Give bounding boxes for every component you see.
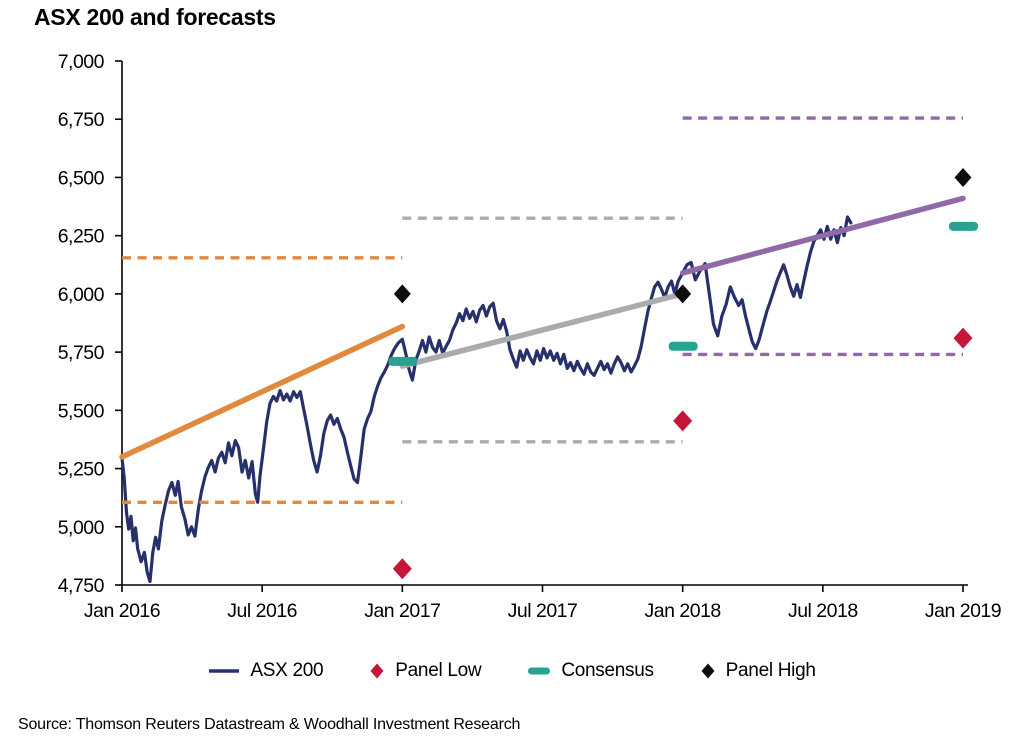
consensus-marker-2017	[668, 341, 698, 351]
consensus-marker-2016	[388, 356, 418, 366]
panel-high-marker-2017	[674, 284, 692, 304]
legend-item-panel-low: Panel Low	[369, 660, 482, 682]
y-tick-label: 6,000	[58, 284, 105, 306]
panel-low-marker-2017	[673, 410, 693, 432]
x-tick-label: Jan 2016	[84, 600, 160, 622]
legend: ASX 200 Panel Low Consensus Panel High	[0, 660, 1024, 682]
y-tick-label: 6,250	[58, 226, 105, 248]
x-tick-label: Jul 2016	[227, 600, 297, 622]
y-tick-label: 6,500	[58, 167, 105, 189]
consensus-path-2016	[119, 323, 406, 460]
y-tick-label: 7,000	[58, 51, 105, 73]
chart-title: ASX 200 and forecasts	[34, 4, 276, 30]
panel-high-marker-2016	[393, 284, 411, 304]
y-tick-label: 5,250	[58, 459, 105, 481]
x-tick-label: Jan 2019	[925, 600, 1001, 622]
legend-line-swatch	[209, 669, 240, 673]
x-tick-label: Jul 2018	[788, 600, 858, 622]
source-note: Source: Thomson Reuters Datastream & Woo…	[18, 716, 521, 733]
legend-diamond-swatch	[701, 663, 715, 679]
consensus-path-2018	[679, 195, 966, 276]
y-tick-label: 5,500	[58, 400, 105, 422]
legend-dash-swatch	[528, 667, 551, 675]
x-tick-label: Jul 2017	[508, 600, 578, 622]
consensus-marker-2018	[949, 221, 978, 231]
plot-svg: 7,000 6,750 6,500 6,250 6,000 5,750 5,500 5,250…	[58, 51, 1002, 622]
legend-item-consensus: Consensus	[527, 660, 654, 682]
y-tick-label: 5,000	[58, 517, 105, 539]
legend-item-panel-high: Panel High	[700, 660, 816, 682]
legend-item-asx-200: ASX 200	[208, 660, 324, 682]
consensus-path-2017	[399, 291, 686, 369]
panel-low-marker-2016	[392, 558, 412, 580]
legend-label: Panel Low	[395, 660, 482, 681]
panel-high-marker-2018	[954, 167, 972, 187]
y-tick-label: 6,750	[58, 109, 105, 131]
panel-low-marker-2018	[953, 327, 973, 349]
legend-diamond-swatch	[370, 663, 384, 679]
legend-label: Consensus	[561, 660, 654, 681]
legend-label: Panel High	[725, 660, 816, 681]
y-tick-label: 5,750	[58, 342, 105, 364]
legend-label: ASX 200	[250, 660, 324, 681]
y-tick-label: 4,750	[58, 575, 105, 597]
asx200-series-line	[120, 215, 853, 584]
x-tick-label: Jan 2017	[364, 600, 440, 622]
x-tick-label: Jan 2018	[645, 600, 721, 622]
